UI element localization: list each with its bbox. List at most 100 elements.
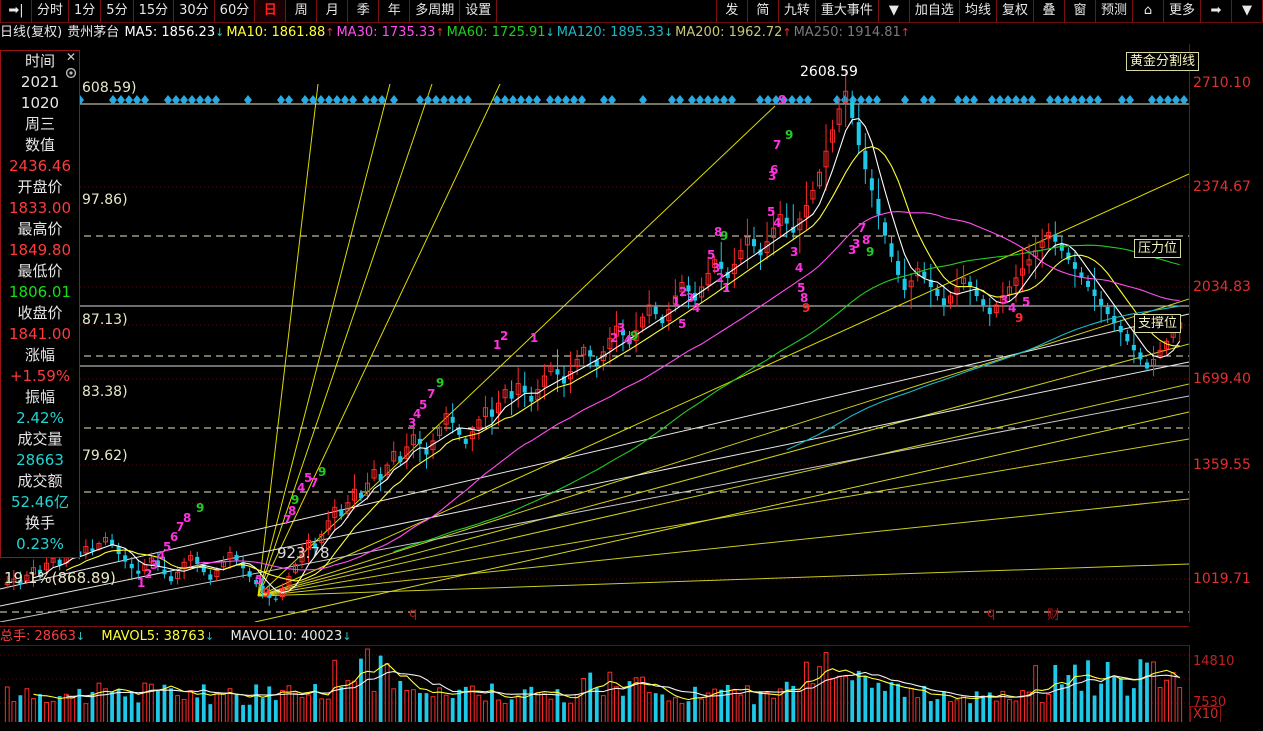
toolbar-period-7[interactable]: 周 [286, 0, 318, 22]
quote-info-rows: 时间 2021 1020 周三 数值 2436.46 开盘价 1833.00 最高价 1849.8… [1, 51, 79, 555]
toolbar-tool-11[interactable]: ⌂ [1133, 0, 1164, 22]
svg-text:8: 8 [714, 225, 722, 239]
toolbar-period-0[interactable]: 分时 [32, 0, 70, 22]
legend-symbol: 贵州茅台 [67, 25, 120, 40]
fib-level-label-1: 97.86) [82, 192, 128, 208]
svg-text:9: 9 [630, 329, 638, 343]
toolbar-tool-5[interactable]: 加自选 [910, 0, 960, 22]
toolbar-tool-0[interactable]: 发 [715, 0, 748, 22]
news-marker-1[interactable]: q [987, 606, 996, 621]
svg-text:5: 5 [255, 573, 263, 587]
svg-text:4: 4 [773, 216, 781, 230]
toolbar-period-3[interactable]: 15分 [134, 0, 175, 22]
toolbar-tool-6[interactable]: 均线 [960, 0, 997, 22]
svg-text:7: 7 [176, 520, 184, 534]
svg-text:3: 3 [1000, 293, 1008, 307]
svg-text:4: 4 [692, 301, 700, 315]
svg-text:9: 9 [720, 229, 728, 243]
news-marker-0[interactable]: q [409, 606, 418, 621]
mavol10-value: 40023 [300, 629, 343, 644]
toolbar-tool-14[interactable]: ▼ [1232, 0, 1263, 22]
toolbar-tool-7[interactable]: 复权 [997, 0, 1034, 22]
info-label-7: 振幅 [24, 388, 55, 406]
support-tag[interactable]: 支撑位 [1134, 314, 1182, 333]
toolbar-period-6[interactable]: 日 [255, 0, 287, 22]
toolbar-tool-1[interactable]: 简 [748, 0, 779, 22]
info-label-9: 成交额 [17, 472, 63, 490]
svg-text:7: 7 [310, 476, 318, 490]
price-axis-label-5: 1019.71 [1193, 571, 1251, 587]
toolbar-tool-2[interactable]: 九转 [779, 0, 816, 22]
toolbar-tool-13[interactable]: ➡ [1201, 0, 1232, 22]
volume-chart-pane[interactable] [0, 645, 1190, 723]
info-value-4: 1806.01 [8, 283, 72, 301]
toolbar-tool-9[interactable]: 窗 [1065, 0, 1096, 22]
svg-text:2: 2 [500, 329, 508, 343]
info-time-part-1: 1020 [20, 94, 60, 112]
fib-level-label-4: 79.62) [82, 448, 128, 464]
svg-text:3: 3 [150, 558, 158, 572]
legend-period: 日线(复权) [0, 25, 63, 40]
svg-text:6: 6 [170, 530, 178, 544]
info-label-3: 最高价 [17, 220, 63, 238]
quote-info-panel[interactable]: ✕ 时间 2021 1020 周三 数值 2436.46 开盘价 1833.00 最高价 1849… [0, 50, 80, 558]
svg-text:9: 9 [802, 301, 810, 315]
info-value-1: 2436.46 [8, 157, 72, 175]
toolbar-period-10[interactable]: 年 [379, 0, 411, 22]
svg-text:5: 5 [1022, 295, 1030, 309]
legend-ma-ma5: MA5: 1856.23↓ [124, 25, 225, 40]
toolbar-period-2[interactable]: 5分 [101, 0, 134, 22]
svg-text:4: 4 [795, 261, 803, 275]
toolbar-tool-3[interactable]: 重大事件 [816, 0, 879, 22]
resistance-tag[interactable]: 压力位 [1134, 239, 1182, 258]
toolbar-tools-group: 发简九转 重大事件 ▼ 加自选 均线 复权叠窗预测 ⌂ 更多 ➡ ▼ [715, 0, 1263, 22]
svg-text:5: 5 [304, 471, 312, 485]
info-label-10: 换手 [24, 514, 55, 532]
mavol10-label: MAVOL10 [230, 629, 293, 644]
info-label-4: 最低价 [17, 262, 63, 280]
svg-text:5: 5 [419, 398, 427, 412]
toolbar-period-8[interactable]: 月 [317, 0, 349, 22]
toolbar-period-12[interactable]: 设置 [460, 0, 498, 22]
svg-text:9: 9 [785, 128, 793, 142]
toolbar-period-1[interactable]: 1分 [69, 0, 102, 22]
svg-text:6: 6 [770, 163, 778, 177]
info-time-part-2: 周三 [24, 115, 55, 133]
price-axis-label-0: 2710.10 [1193, 75, 1251, 91]
svg-text:5: 5 [163, 540, 171, 554]
toolbar-tool-10[interactable]: 预测 [1096, 0, 1133, 22]
price-axis: 2710.10 2374.67 2034.83 1699.40 1359.55 1019.… [1190, 44, 1263, 622]
legend-ma-ma60: MA60: 1725.91↓ [446, 25, 555, 40]
toolbar-period-9[interactable]: 季 [348, 0, 380, 22]
expand-left-icon[interactable]: ➡| [0, 0, 32, 22]
toolbar-period-group: 分时 1分 5分 15分 30分 60分日周月季年多周期 设置 [32, 0, 498, 22]
svg-text:4: 4 [624, 333, 632, 347]
close-icon[interactable]: ✕ [65, 50, 77, 64]
gear-icon[interactable] [64, 65, 78, 79]
svg-text:1: 1 [722, 281, 730, 295]
svg-text:7: 7 [427, 387, 435, 401]
svg-text:7: 7 [858, 221, 866, 235]
golden-section-tag[interactable]: 黄金分割线 [1126, 52, 1200, 71]
news-marker-2[interactable]: 财 [1047, 608, 1061, 623]
svg-text:4: 4 [157, 549, 165, 563]
svg-text:5: 5 [678, 317, 686, 331]
info-label-1: 数值 [24, 136, 55, 154]
toolbar-tool-8[interactable]: 叠 [1034, 0, 1065, 22]
toolbar-period-5[interactable]: 60分 [215, 0, 256, 22]
toolbar: ➡| 分时 1分 5分 15分 30分 60分日周月季年多周期 设置 发简九转 重大事件 ▼ 加自… [0, 0, 1263, 23]
fib-level-label-0: 608.59) [82, 80, 137, 96]
svg-text:8: 8 [800, 291, 808, 305]
volume-legend: 总手: 28663↓ MAVOL5: 38763↓ MAVOL10: 40023… [0, 626, 1189, 646]
toolbar-period-4[interactable]: 30分 [174, 0, 215, 22]
svg-text:1: 1 [530, 331, 538, 345]
legend-ma-ma200: MA200: 1962.72↑ [675, 25, 792, 40]
info-value-6: +1.59% [9, 367, 71, 385]
toolbar-period-11[interactable]: 多周期 [410, 0, 461, 22]
toolbar-tool-4[interactable]: ▼ [879, 0, 910, 22]
pivot-price-label: 923.78 [277, 544, 330, 562]
svg-text:3: 3 [686, 291, 694, 305]
toolbar-tool-12[interactable]: 更多 [1164, 0, 1201, 22]
svg-text:5: 5 [797, 281, 805, 295]
